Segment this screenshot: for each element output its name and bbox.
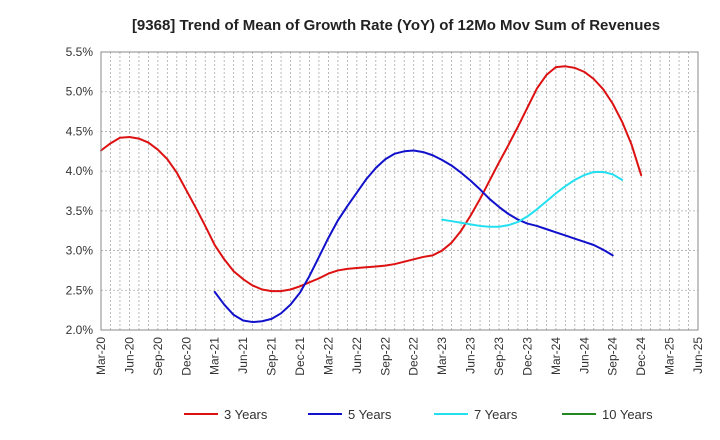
grid (101, 51, 698, 331)
x-tick-label: Mar-20 (94, 337, 108, 375)
y-tick-label: 4.0% (66, 164, 94, 178)
plot-lines (100, 65, 643, 324)
x-tick-label: Dec-20 (179, 337, 193, 376)
x-tick-label: Dec-22 (407, 337, 421, 376)
y-tick-label: 5.0% (66, 85, 94, 99)
chart-title: [9368] Trend of Mean of Growth Rate (YoY… (132, 17, 660, 34)
x-tick-label: Jun-21 (236, 337, 250, 374)
legend-label: 3 Years (224, 407, 268, 422)
plot-frame (100, 51, 699, 331)
series-line-3-years (100, 65, 643, 293)
x-tick-label: Dec-23 (520, 337, 534, 376)
x-tick-label: Jun-25 (691, 337, 705, 374)
y-tick-label: 2.5% (66, 283, 94, 297)
series-line-7-years (441, 170, 624, 228)
x-tick-label: Jun-24 (577, 337, 591, 374)
x-tick-label: Mar-25 (663, 337, 677, 375)
x-tick-label: Jun-23 (464, 337, 478, 374)
y-tick-label: 5.5% (66, 45, 94, 59)
x-tick-label: Mar-22 (321, 337, 335, 375)
x-tick-label: Sep-22 (378, 337, 392, 376)
series-line-5-years (213, 149, 614, 324)
x-tick-label: Sep-24 (606, 337, 620, 376)
x-tick-label: Mar-24 (549, 337, 563, 375)
x-tick-label: Mar-23 (435, 337, 449, 375)
x-tick-label: Mar-21 (208, 337, 222, 375)
y-tick-label: 3.5% (66, 204, 94, 218)
x-tick-label: Sep-23 (492, 337, 506, 376)
y-axis: 2.0% 2.5% 3.0% 3.5% 4.0% 4.5% 5.0% 5.5% (66, 45, 94, 337)
x-tick-label: Sep-21 (265, 337, 279, 376)
x-tick-label: Dec-21 (293, 337, 307, 376)
x-tick-label: Dec-24 (634, 337, 648, 376)
x-axis: Mar-20 Jun-20 Sep-20 Dec-20 Mar-21 Jun-21 Sep-… (94, 337, 705, 376)
x-tick-label: Jun-22 (350, 337, 364, 374)
y-tick-label: 2.0% (66, 323, 94, 337)
x-tick-label: Sep-20 (151, 337, 165, 376)
x-tick-label: Jun-20 (122, 337, 136, 374)
y-tick-label: 4.5% (66, 124, 94, 138)
legend-label: 7 Years (474, 407, 518, 422)
legend-label: 10 Years (602, 407, 653, 422)
legend: 3 Years 5 Years 7 Years 10 Years (184, 407, 653, 422)
y-tick-label: 3.0% (66, 244, 94, 258)
legend-label: 5 Years (348, 407, 392, 422)
